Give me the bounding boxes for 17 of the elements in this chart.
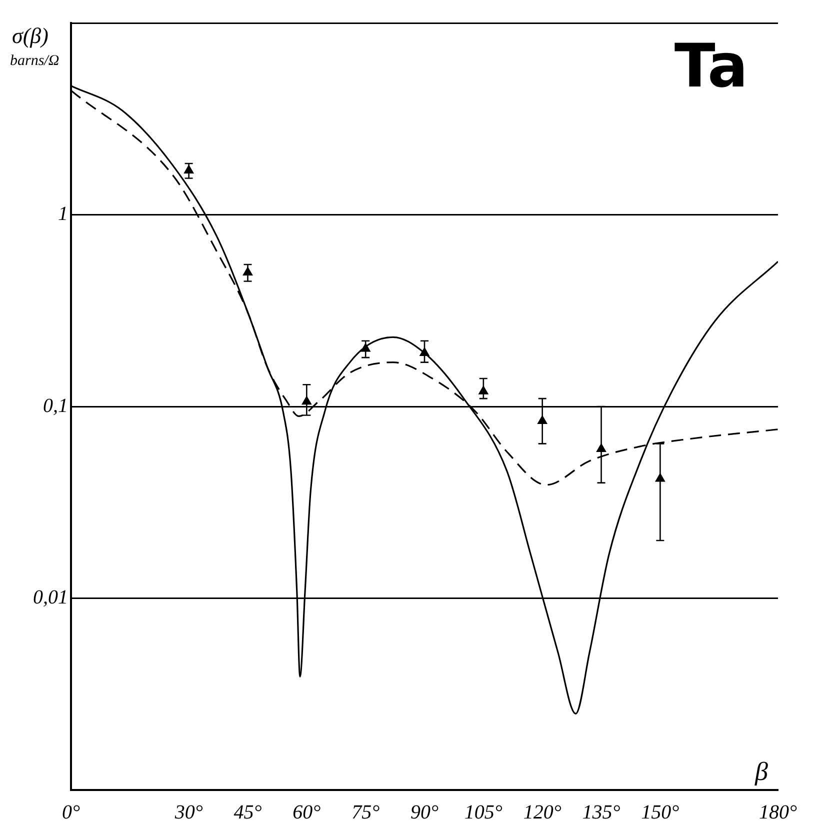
y-tick-label: 0,01 [33,586,68,608]
x-tick-label: 0° [62,801,80,824]
x-tick-label: 30° [174,801,203,824]
x-tick-label: 135° [582,801,620,824]
x-tick-label: 45° [234,801,262,824]
x-tick-label: 120° [523,801,562,824]
x-tick-label: 60° [292,801,321,824]
y-tick-label: 1 [58,203,68,225]
annotation: Ta [674,32,748,102]
x-tick-label: 180° [759,801,797,824]
x-tick-label: 105° [464,801,502,824]
x-tick-label: 75° [352,801,380,824]
x-tick-label: 90° [410,801,438,824]
x-axis-title: β [754,757,768,786]
y-axis-title: σ(β) barns/Ω [10,23,60,69]
y-tick-label: 0,1 [43,394,68,417]
x-tick-label: 150° [641,801,680,824]
